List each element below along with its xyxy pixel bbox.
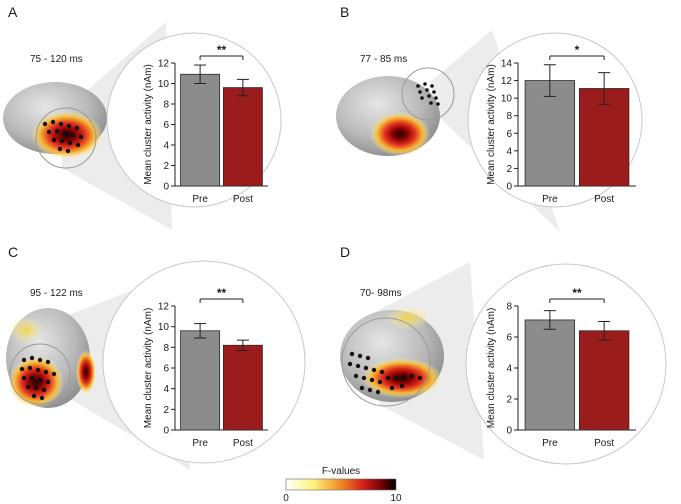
- bar-post: [222, 344, 263, 431]
- y-tick-label: 6: [163, 120, 169, 131]
- y-axis-label: Mean cluster activity (nAm): [486, 64, 497, 185]
- colorbar-min-label: 0: [283, 493, 289, 504]
- y-axis-label: Mean cluster activity (nAm): [486, 308, 497, 429]
- panel-label-d: D: [340, 244, 350, 260]
- x-tick-label: Post: [233, 438, 253, 449]
- bar-pre: [180, 73, 221, 187]
- y-tick-label: 10: [158, 79, 170, 90]
- colorbar-max-label: 10: [390, 493, 402, 504]
- y-tick-label: 12: [158, 302, 170, 313]
- bar-chart-d: 0 2 4 6 8 Mean cluster activity (nAm) Pre Post *…: [486, 286, 636, 449]
- y-axis-label: Mean cluster activity (nAm): [143, 64, 154, 185]
- colorbar: F-values 0 10: [283, 466, 402, 504]
- time-window-a: 75 - 120 ms: [30, 54, 83, 65]
- y-tick-label: 6: [506, 129, 512, 140]
- time-window-b: 77 - 85 ms: [360, 54, 407, 65]
- y-tick-label: 4: [506, 146, 512, 157]
- y-tick-label: 4: [506, 364, 512, 375]
- y-tick-label: 14: [501, 59, 513, 70]
- y-tick-label: 10: [501, 94, 513, 105]
- y-tick-label: 4: [163, 384, 169, 395]
- y-tick-label: 12: [501, 76, 513, 87]
- bar-pre: [524, 80, 576, 187]
- bar-chart-a: 0 2 4 6 8 10 12 Mean cluster activity (nAm) Pre P…: [143, 43, 268, 205]
- y-axis-label: Mean cluster activity (nAm): [143, 308, 154, 429]
- brain-b: [336, 67, 455, 156]
- y-tick-label: 12: [158, 59, 170, 70]
- x-tick-label: Post: [594, 438, 614, 449]
- y-tick-label: 10: [158, 322, 170, 333]
- bar-post: [578, 330, 630, 431]
- significance-marker: **: [572, 286, 582, 300]
- x-tick-label: Pre: [542, 438, 558, 449]
- significance-marker: *: [575, 43, 580, 57]
- panel-label-c: C: [8, 244, 18, 260]
- y-tick-label: 0: [506, 426, 512, 437]
- y-tick-label: 8: [163, 100, 169, 111]
- y-tick-label: 2: [506, 164, 512, 175]
- y-tick-label: 0: [506, 182, 512, 193]
- panel-c: C 95 - 122 ms 0 2 4 6 8 10 12 Mean cluster acti…: [6, 244, 306, 470]
- x-tick-label: Pre: [542, 194, 558, 205]
- bar-pre: [524, 319, 576, 431]
- significance-marker: **: [217, 286, 227, 300]
- brain-d: [340, 306, 444, 407]
- y-tick-label: 4: [163, 141, 169, 152]
- y-tick-label: 8: [163, 343, 169, 354]
- y-tick-label: 2: [506, 395, 512, 406]
- bar-pre: [180, 330, 221, 431]
- brain-a: [3, 82, 107, 169]
- y-tick-label: 8: [506, 302, 512, 313]
- y-tick-label: 0: [163, 426, 169, 437]
- panel-b: B 77 - 85 ms 0 2 4 6 8 10 12 14 Mean cluster act…: [336, 4, 643, 232]
- time-window-d: 70- 98ms: [360, 288, 402, 299]
- x-tick-label: Pre: [192, 438, 208, 449]
- panel-label-b: B: [340, 4, 349, 20]
- y-tick-label: 6: [506, 333, 512, 344]
- colorbar-title: F-values: [322, 466, 360, 477]
- panel-a: A 75 - 120 ms 0 2 4 6 8 10 12 Mean cluster acti…: [3, 4, 282, 230]
- colorbar-gradient: [285, 478, 397, 491]
- y-tick-label: 2: [163, 161, 169, 172]
- time-window-c: 95 - 122 ms: [30, 288, 83, 299]
- panel-label-a: A: [8, 4, 18, 20]
- bar-chart-b: 0 2 4 6 8 10 12 14 Mean cluster activity (nAm) Pr…: [486, 43, 636, 205]
- x-tick-label: Post: [233, 194, 253, 205]
- bar-post: [222, 87, 263, 187]
- bar-chart-c: 0 2 4 6 8 10 12 Mean cluster activity (nAm) Pre P…: [143, 286, 268, 449]
- y-tick-label: 8: [506, 111, 512, 122]
- y-tick-label: 6: [163, 364, 169, 375]
- y-tick-label: 0: [163, 182, 169, 193]
- y-tick-label: 2: [163, 405, 169, 416]
- x-tick-label: Post: [594, 194, 614, 205]
- panel-d: D 70- 98ms 0 2 4 6 8 Mean cluster activity (n…: [340, 244, 667, 465]
- brain-c: [6, 308, 96, 408]
- significance-marker: **: [217, 43, 227, 57]
- x-tick-label: Pre: [192, 194, 208, 205]
